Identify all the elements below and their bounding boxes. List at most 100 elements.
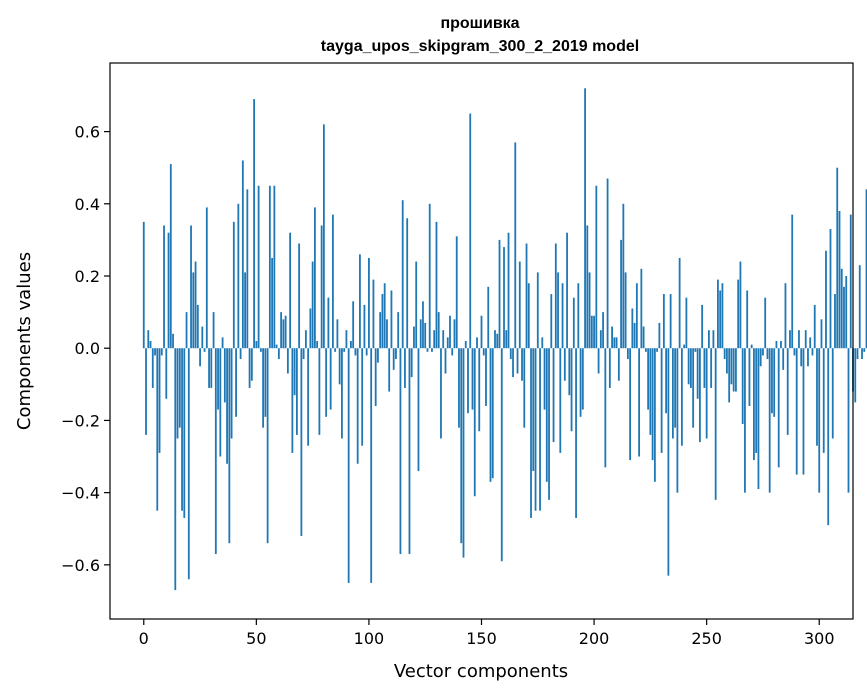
bar-262 — [732, 348, 735, 392]
bar-179 — [545, 348, 548, 482]
bar-191 — [572, 297, 575, 349]
bar-176 — [539, 348, 541, 511]
bar-131 — [437, 312, 440, 349]
bar-112 — [395, 348, 397, 360]
bar-48 — [250, 348, 253, 381]
bar-231 — [662, 294, 665, 349]
bar-55 — [266, 348, 269, 544]
bar-303 — [825, 250, 827, 349]
bar-113 — [397, 312, 400, 349]
bar-237 — [676, 348, 679, 493]
bar-60 — [277, 348, 280, 360]
bar-31 — [212, 312, 215, 349]
bar-44 — [241, 160, 244, 349]
bar-271 — [753, 348, 755, 461]
bar-84 — [332, 214, 334, 349]
bars-group — [142, 88, 867, 591]
bar-101 — [370, 348, 373, 583]
bar-251 — [708, 330, 710, 349]
bar-115 — [401, 200, 404, 349]
bar-259 — [726, 348, 728, 374]
bar-214 — [624, 272, 627, 349]
bar-285 — [784, 283, 787, 349]
bar-265 — [739, 261, 742, 349]
bar-143 — [464, 341, 467, 349]
bar-129 — [433, 330, 436, 349]
bar-223 — [644, 348, 647, 352]
bar-203 — [599, 330, 602, 349]
bar-217 — [631, 308, 634, 349]
bar-43 — [239, 348, 242, 360]
bar-56 — [268, 185, 271, 349]
bar-17 — [181, 348, 183, 511]
x-tick-label: 250 — [691, 629, 722, 648]
bar-95 — [356, 348, 359, 464]
bar-281 — [775, 341, 778, 349]
bar-116 — [404, 348, 406, 388]
bar-104 — [377, 348, 379, 363]
bar-47 — [248, 348, 251, 388]
bar-153 — [487, 286, 490, 349]
bar-204 — [602, 312, 604, 349]
bar-317 — [856, 348, 859, 360]
bar-141 — [460, 348, 463, 544]
bar-51 — [257, 185, 260, 349]
bar-157 — [496, 333, 499, 349]
bar-219 — [635, 283, 638, 349]
bar-70 — [300, 348, 303, 536]
bar-123 — [419, 319, 422, 349]
bar-230 — [660, 348, 663, 453]
bar-270 — [750, 344, 753, 349]
bar-306 — [831, 348, 834, 439]
bar-177 — [541, 337, 544, 349]
bar-69 — [298, 243, 301, 349]
bar-32 — [214, 348, 217, 555]
bar-274 — [759, 348, 762, 367]
bar-181 — [550, 294, 553, 349]
bar-227 — [653, 348, 656, 482]
bar-114 — [399, 348, 402, 555]
bar-103 — [374, 348, 377, 406]
bar-187 — [563, 348, 566, 381]
bar-213 — [622, 203, 625, 349]
bar-54 — [264, 348, 267, 417]
bar-266 — [741, 348, 744, 425]
bar-268 — [746, 290, 749, 349]
bar-87 — [338, 348, 341, 385]
bar-130 — [435, 221, 438, 349]
bar-164 — [512, 348, 514, 378]
bar-86 — [336, 319, 339, 349]
bar-59 — [275, 344, 278, 349]
bar-186 — [561, 283, 564, 349]
bar-92 — [350, 341, 352, 349]
bar-287 — [789, 330, 791, 349]
bar-162 — [507, 232, 510, 349]
x-tick-label: 200 — [579, 629, 610, 648]
bar-180 — [548, 348, 550, 500]
bar-236 — [674, 348, 677, 428]
bar-98 — [363, 304, 366, 349]
bar-128 — [431, 348, 433, 352]
bar-63 — [284, 315, 287, 349]
bar-198 — [588, 272, 591, 349]
bar-279 — [771, 348, 773, 414]
bar-125 — [424, 322, 427, 349]
bar-36 — [223, 348, 226, 403]
bar-109 — [388, 348, 391, 392]
x-tick-label: 50 — [246, 629, 266, 648]
bar-310 — [840, 268, 843, 349]
bar-99 — [365, 348, 368, 356]
bar-173 — [532, 348, 535, 471]
bar-267 — [744, 348, 746, 493]
bar-300 — [818, 348, 821, 493]
bar-7 — [158, 348, 161, 453]
bar-126 — [426, 348, 429, 352]
y-tick-label: −0.4 — [61, 484, 100, 503]
bar-53 — [262, 348, 264, 428]
bar-256 — [719, 290, 722, 349]
bar-302 — [822, 348, 825, 453]
bar-37 — [226, 348, 228, 464]
bar-229 — [658, 322, 661, 349]
bar-132 — [440, 348, 442, 439]
bar-72 — [304, 330, 307, 349]
